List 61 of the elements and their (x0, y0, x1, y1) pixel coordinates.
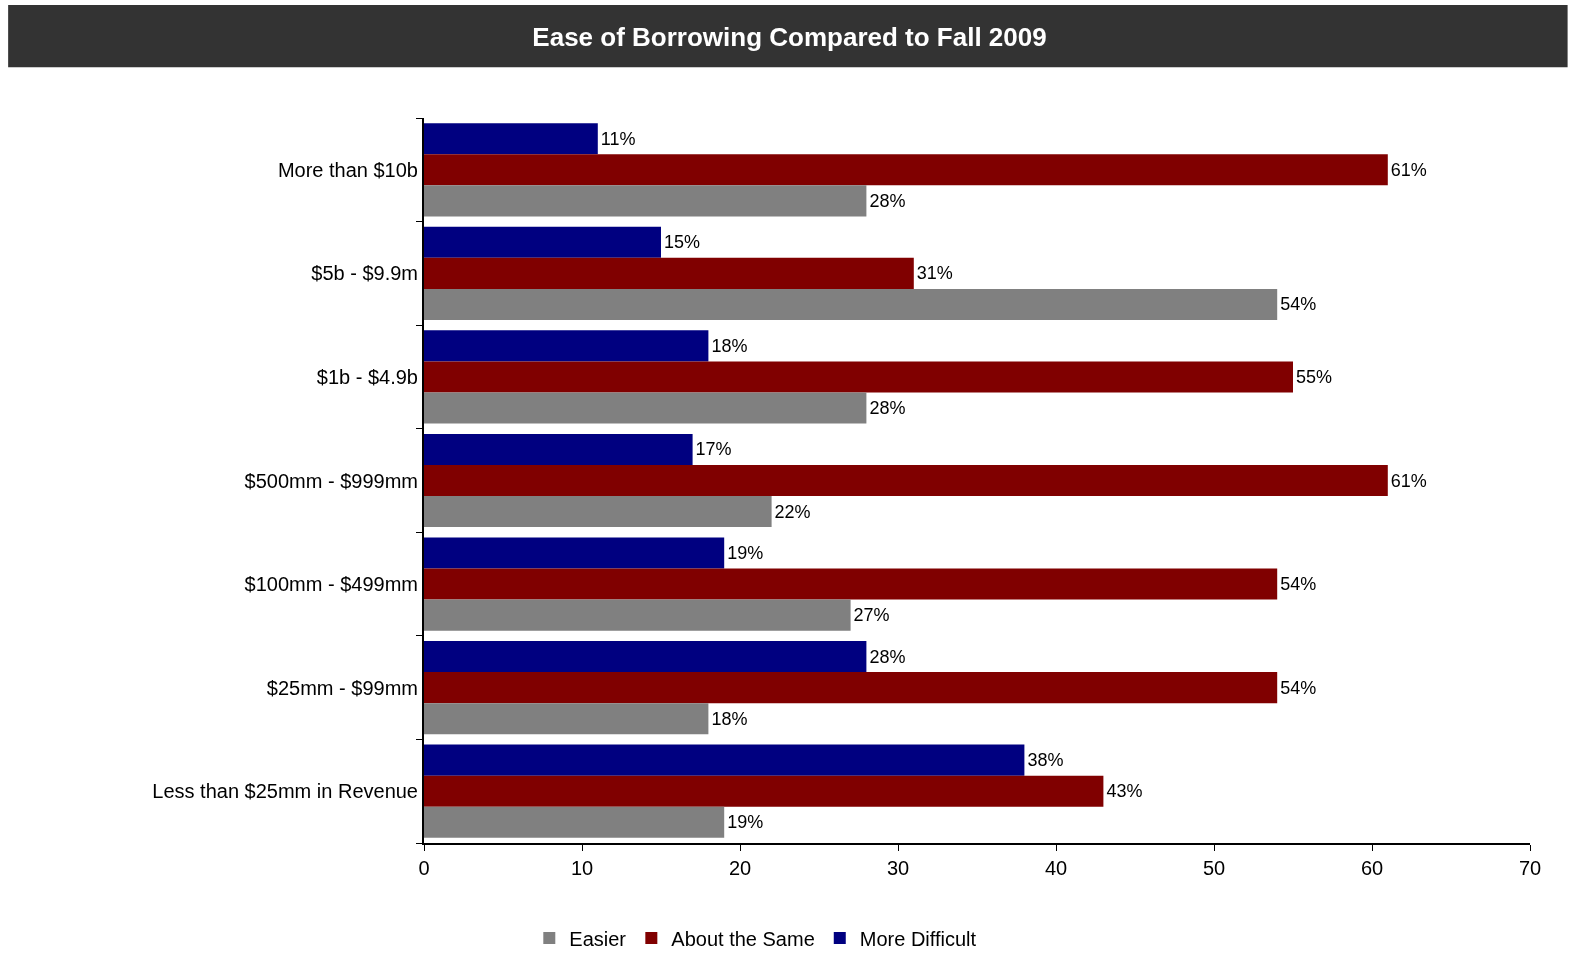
bar (424, 288, 1278, 320)
y-tick-label: Less than $25mm in Revenue (152, 780, 418, 803)
x-tick-label: 50 (1202, 857, 1226, 879)
data-label: 55% (1296, 366, 1333, 387)
data-label: 17% (695, 439, 732, 460)
y-tick-label: $100mm - $499mm (244, 573, 418, 596)
data-label: 54% (1280, 677, 1317, 698)
data-label: 18% (711, 708, 748, 729)
y-tick-label: $1b - $4.9b (316, 365, 418, 388)
data-label: 28% (869, 646, 906, 667)
y-tick-label: $25mm - $99mm (266, 676, 418, 699)
bar (424, 672, 1278, 704)
x-tick-label: 10 (570, 857, 594, 879)
legend-label: Easier (569, 927, 627, 950)
bar (424, 806, 725, 838)
data-label: 28% (869, 190, 906, 211)
bar (424, 433, 693, 465)
y-tick-label: More than $10b (277, 158, 418, 181)
data-label: 15% (664, 232, 701, 253)
x-tick-label: 0 (418, 857, 430, 879)
chart-title: Ease of Borrowing Compared to Fall 2009 (532, 22, 1047, 52)
bar (424, 599, 851, 631)
bar (424, 568, 1278, 600)
bar (424, 775, 1104, 807)
data-label: 18% (711, 335, 748, 356)
x-tick-label: 30 (886, 857, 910, 879)
bar (424, 703, 709, 735)
data-label: 54% (1280, 574, 1317, 595)
data-label: 31% (916, 263, 953, 284)
x-tick-label: 40 (1044, 857, 1068, 879)
bar (424, 464, 1388, 497)
bar (424, 641, 867, 673)
data-label: 28% (869, 398, 906, 418)
bar (424, 257, 914, 289)
bar (424, 123, 598, 155)
bar (424, 537, 725, 569)
bar (424, 154, 1388, 186)
bar (424, 361, 1293, 393)
data-label: 54% (1280, 294, 1317, 315)
bar (424, 330, 709, 362)
data-label: 19% (727, 812, 764, 833)
data-label: 38% (1027, 750, 1064, 771)
data-label: 43% (1106, 781, 1143, 802)
data-label: 22% (774, 501, 811, 522)
legend-label: About the Same (671, 927, 815, 950)
legend-label: More Difficult (859, 927, 977, 950)
bar (424, 744, 1025, 776)
y-tick-label: $500mm - $999mm (244, 469, 418, 492)
data-label: 19% (727, 543, 764, 563)
x-tick-label: 20 (728, 857, 752, 879)
data-label: 61% (1390, 159, 1427, 180)
bar (424, 185, 867, 217)
bar (424, 496, 772, 528)
data-label: 11% (600, 128, 636, 149)
bar (424, 226, 661, 258)
data-label: 27% (853, 605, 890, 626)
bar (424, 392, 867, 424)
x-tick-label: 70 (1518, 857, 1542, 879)
y-tick-label: $5b - $9.9m (311, 262, 418, 285)
x-tick-label: 60 (1360, 857, 1384, 879)
data-label: 61% (1390, 470, 1427, 491)
